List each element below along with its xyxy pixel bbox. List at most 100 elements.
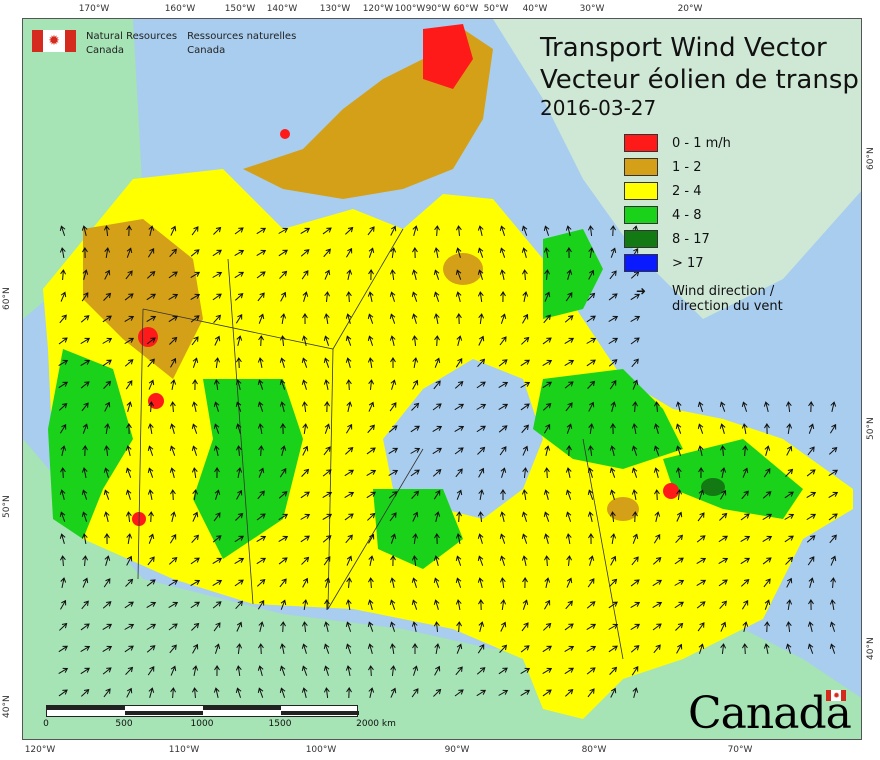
top-tick: 150°W xyxy=(224,4,256,14)
wind-arrow xyxy=(587,578,595,588)
prairie-green-zone xyxy=(193,379,303,559)
wind-arrow xyxy=(60,269,67,281)
wind-arrow xyxy=(522,291,529,302)
wind-arrow xyxy=(81,292,89,302)
wind-arrow xyxy=(411,269,418,280)
wind-arrow xyxy=(236,621,243,632)
wind-arrow xyxy=(762,491,772,499)
wind-arrow xyxy=(566,269,573,280)
wind-arrow xyxy=(367,424,375,434)
wind-arrow xyxy=(367,643,374,654)
legend-swatch xyxy=(624,254,658,272)
wind-arrow xyxy=(191,445,198,456)
agency-en-line2: Canada xyxy=(86,45,125,56)
wind-arrow xyxy=(258,643,264,655)
wind-arrow xyxy=(652,579,663,587)
wind-arrow xyxy=(411,555,418,567)
wind-arrow xyxy=(608,337,619,345)
wind-arrow xyxy=(610,533,617,545)
wind-arrow xyxy=(280,313,287,325)
wind-arrow xyxy=(368,379,375,391)
wind-arrow xyxy=(257,599,265,610)
wind-arrow xyxy=(258,621,265,632)
wind-arrow xyxy=(610,555,617,566)
wind-arrow xyxy=(632,533,639,544)
wind-arrow xyxy=(828,513,838,521)
wind-arrow xyxy=(125,578,134,587)
wind-arrow xyxy=(411,313,418,324)
wind-arrow xyxy=(499,644,508,653)
wind-arrow xyxy=(147,556,155,566)
wind-arrow xyxy=(498,689,509,696)
wind-arrow xyxy=(521,269,528,281)
wind-arrow xyxy=(257,357,264,369)
wind-arrow xyxy=(191,467,198,479)
wind-arrow xyxy=(235,445,242,457)
legend-swatch xyxy=(624,206,658,224)
wind-arrow xyxy=(390,357,396,369)
wind-arrow xyxy=(234,557,245,564)
wind-arrow xyxy=(389,291,396,302)
bottom-tick: 100°W xyxy=(305,745,337,755)
wind-arrow xyxy=(609,511,616,523)
wind-arrow xyxy=(478,335,485,346)
wind-arrow xyxy=(565,511,572,522)
wind-arrow xyxy=(697,622,705,632)
wind-arrow xyxy=(389,402,397,412)
wind-arrow xyxy=(609,270,617,280)
wind-arrow xyxy=(345,423,353,434)
wind-arrow xyxy=(631,358,639,368)
wind-arrow xyxy=(763,578,771,588)
wind-vector-map[interactable] xyxy=(22,18,862,740)
wind-arrow xyxy=(740,557,751,565)
wind-arrow xyxy=(587,467,594,478)
wind-arrow xyxy=(236,357,242,369)
legend-swatch xyxy=(624,182,658,200)
wind-arrow xyxy=(81,533,88,545)
wind-arrow xyxy=(764,621,770,633)
wind-arrow xyxy=(146,270,156,279)
wind-arrow xyxy=(279,357,286,368)
wind-arrow xyxy=(125,511,132,523)
wind-arrow xyxy=(456,489,463,500)
wind-arrow xyxy=(80,359,91,366)
wind-arrow xyxy=(191,423,198,434)
wind-arrow xyxy=(499,225,506,236)
wind-arrow xyxy=(323,687,330,699)
legend-item: > 17 xyxy=(624,252,783,274)
wind-arrow xyxy=(256,557,267,565)
wind-arrow xyxy=(499,511,506,522)
wind-arrow xyxy=(388,425,398,433)
wind-arrow xyxy=(588,423,595,435)
wind-arrow xyxy=(80,645,91,652)
wind-arrow xyxy=(653,644,661,654)
wind-arrow xyxy=(455,269,462,280)
wind-arrow xyxy=(454,381,464,389)
wind-arrow xyxy=(763,401,770,412)
wind-arrow xyxy=(587,489,594,500)
wind-arrow xyxy=(213,445,220,456)
wind-arrow xyxy=(697,445,704,456)
wind-arrow xyxy=(212,293,222,301)
wind-arrow xyxy=(80,337,91,345)
wind-arrow xyxy=(190,249,200,257)
wind-arrow xyxy=(368,533,375,544)
wind-arrow xyxy=(564,381,574,389)
wind-arrow xyxy=(367,577,374,589)
wind-arrow xyxy=(300,491,310,499)
bottom-tick: 120°W xyxy=(24,745,56,755)
wind-arrow xyxy=(169,644,177,654)
wind-arrow xyxy=(433,555,440,566)
calm-spot-5 xyxy=(280,129,290,139)
wind-arrow xyxy=(456,643,463,654)
wind-arrow xyxy=(236,643,243,655)
wind-arrow xyxy=(520,645,530,653)
wind-arrow xyxy=(278,227,289,234)
wind-arrow xyxy=(366,469,377,476)
wind-arrow xyxy=(630,293,641,301)
wind-arrow xyxy=(102,315,112,323)
wind-arrow xyxy=(454,425,465,432)
wind-arrow xyxy=(190,271,201,279)
wind-arrow xyxy=(279,401,286,412)
wind-arrow xyxy=(125,666,134,675)
